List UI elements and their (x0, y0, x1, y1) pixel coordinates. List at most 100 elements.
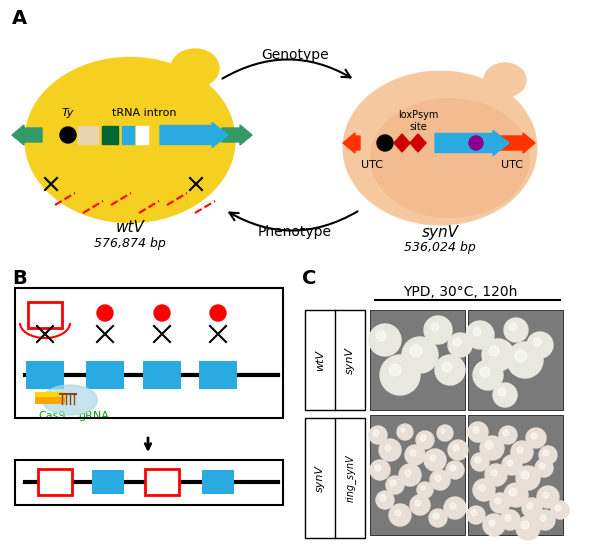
Circle shape (507, 342, 543, 378)
Circle shape (369, 324, 401, 356)
Circle shape (537, 486, 559, 508)
Circle shape (442, 362, 452, 372)
FancyBboxPatch shape (102, 126, 118, 144)
Circle shape (499, 426, 517, 444)
Circle shape (515, 350, 527, 362)
Circle shape (415, 500, 421, 506)
FancyArrow shape (435, 130, 509, 155)
Text: wtV: wtV (116, 220, 145, 235)
Circle shape (468, 422, 488, 442)
Circle shape (380, 495, 386, 501)
Circle shape (453, 338, 461, 346)
Text: Phenotype: Phenotype (258, 225, 332, 239)
Circle shape (521, 471, 529, 479)
Circle shape (531, 433, 537, 439)
FancyBboxPatch shape (92, 470, 124, 494)
Circle shape (502, 455, 522, 475)
Circle shape (448, 440, 468, 460)
Text: synV: synV (345, 346, 355, 374)
Text: n: n (212, 475, 223, 490)
Circle shape (479, 485, 485, 491)
Text: n: n (212, 367, 223, 382)
Text: 576,874 bp: 576,874 bp (94, 238, 166, 250)
Circle shape (435, 355, 465, 385)
Text: synV: synV (315, 465, 325, 492)
Circle shape (490, 493, 510, 513)
Circle shape (527, 503, 533, 509)
Circle shape (410, 345, 422, 357)
Circle shape (448, 333, 472, 357)
Circle shape (543, 450, 549, 456)
Circle shape (450, 465, 456, 471)
Text: wtV: wtV (315, 350, 325, 371)
FancyBboxPatch shape (26, 361, 64, 389)
Circle shape (386, 476, 404, 494)
Circle shape (485, 464, 507, 486)
Text: Ty: Ty (62, 108, 74, 118)
Ellipse shape (343, 70, 538, 225)
Circle shape (453, 445, 459, 451)
Circle shape (517, 447, 523, 453)
Circle shape (389, 504, 411, 526)
Circle shape (373, 430, 379, 436)
Circle shape (385, 445, 391, 451)
Circle shape (485, 441, 493, 449)
Circle shape (421, 486, 425, 490)
Bar (15, 460, 283, 505)
FancyArrowPatch shape (229, 211, 358, 230)
Text: UTC: UTC (361, 160, 383, 170)
FancyArrow shape (222, 125, 252, 145)
FancyArrow shape (498, 133, 535, 153)
Text: 16: 16 (151, 367, 173, 382)
Text: loxPsym
site: loxPsym site (398, 110, 438, 132)
Circle shape (535, 459, 553, 477)
Circle shape (210, 305, 226, 321)
Circle shape (397, 424, 413, 440)
Text: B: B (12, 269, 27, 287)
Circle shape (503, 430, 509, 436)
Circle shape (489, 520, 495, 526)
Circle shape (471, 510, 477, 516)
FancyBboxPatch shape (78, 126, 98, 144)
Ellipse shape (43, 385, 97, 415)
Circle shape (473, 328, 481, 336)
Circle shape (389, 364, 401, 376)
Ellipse shape (25, 58, 235, 223)
Circle shape (467, 506, 485, 524)
FancyBboxPatch shape (86, 361, 124, 389)
Circle shape (369, 426, 387, 444)
Circle shape (533, 338, 541, 346)
Bar (370, 310, 465, 410)
Text: 14: 14 (34, 307, 56, 322)
Circle shape (395, 510, 401, 516)
Text: synV: synV (421, 225, 458, 240)
Circle shape (466, 321, 494, 349)
Circle shape (390, 480, 396, 486)
Circle shape (379, 439, 401, 461)
Ellipse shape (370, 98, 530, 218)
Circle shape (60, 127, 76, 143)
Circle shape (505, 515, 511, 521)
Circle shape (377, 135, 393, 151)
FancyBboxPatch shape (145, 469, 179, 495)
FancyBboxPatch shape (122, 126, 134, 144)
Circle shape (450, 503, 456, 509)
FancyBboxPatch shape (136, 126, 148, 144)
Circle shape (475, 457, 481, 463)
Circle shape (430, 455, 436, 461)
Circle shape (410, 495, 430, 515)
FancyBboxPatch shape (38, 469, 72, 495)
Bar (370, 415, 465, 535)
Circle shape (511, 441, 533, 463)
Circle shape (555, 505, 561, 511)
Circle shape (446, 461, 464, 479)
Ellipse shape (484, 63, 526, 97)
Circle shape (424, 316, 452, 344)
Circle shape (416, 431, 434, 449)
FancyArrow shape (12, 125, 42, 145)
Circle shape (444, 497, 466, 519)
Circle shape (516, 516, 540, 540)
FancyArrow shape (343, 133, 360, 153)
Circle shape (401, 428, 405, 432)
Text: ring_synV: ring_synV (344, 454, 355, 502)
